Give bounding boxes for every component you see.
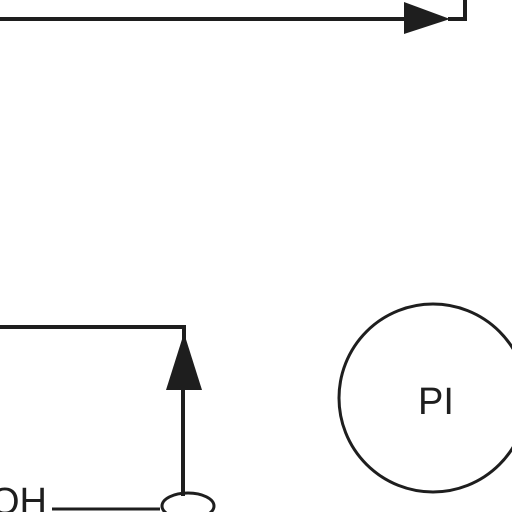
pi-label: PI	[418, 381, 454, 423]
pi-circle	[337, 302, 512, 494]
lower-flow-connector	[0, 325, 202, 496]
upward-arrowhead-icon	[166, 333, 202, 390]
partial-left-label: OH	[0, 481, 47, 512]
junction-oval	[160, 491, 216, 512]
bottom-junction: OH	[0, 481, 216, 512]
top-flow-connector	[0, 0, 467, 34]
top-arrowhead-right-icon	[404, 2, 450, 34]
pi-instrument-node: PI	[337, 302, 512, 494]
